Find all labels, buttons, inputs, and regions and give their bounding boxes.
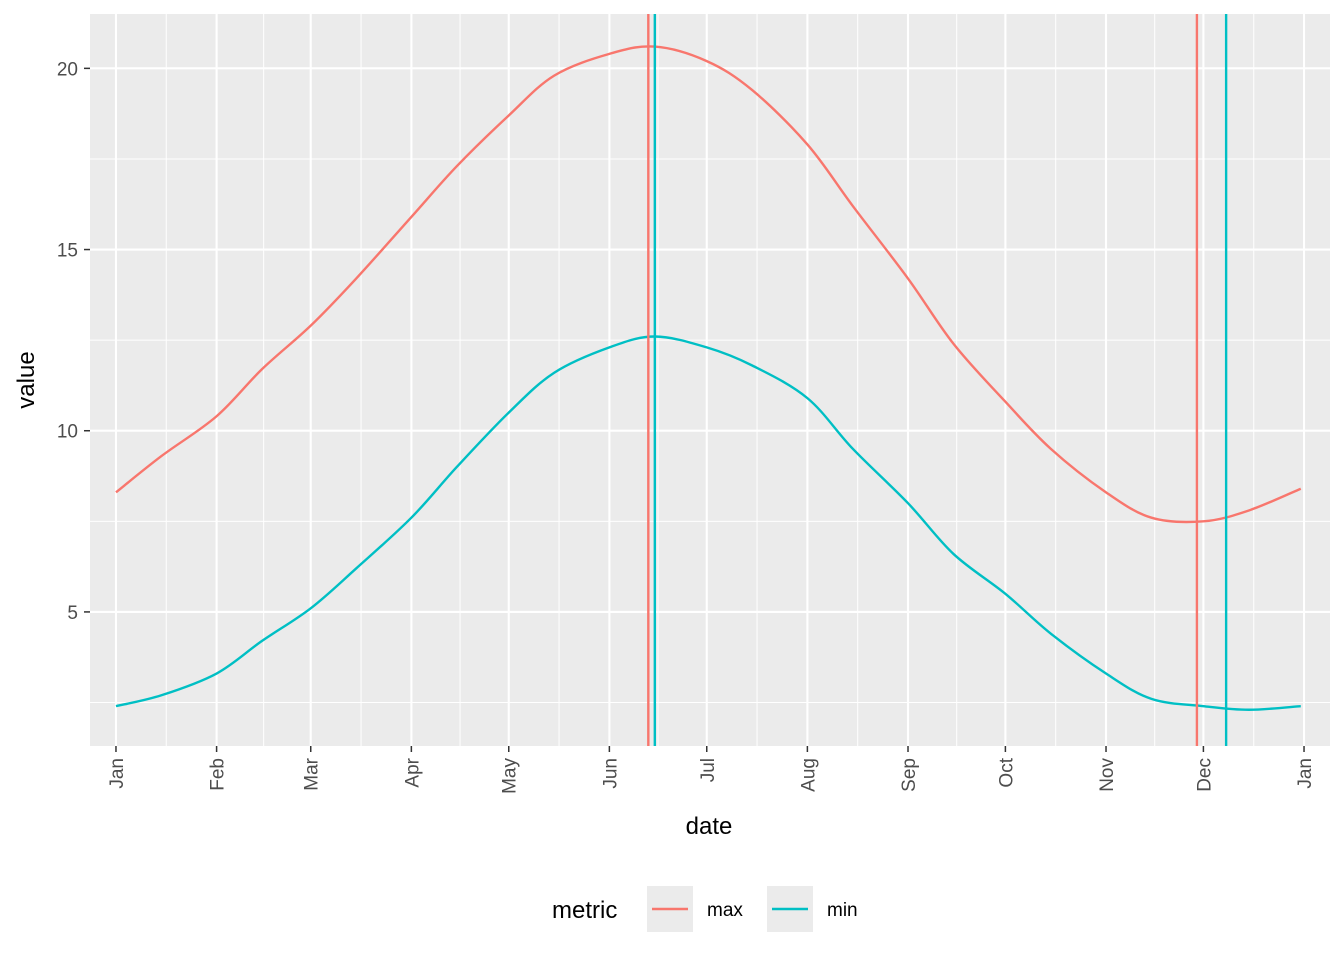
series-line-max — [115, 45, 1302, 524]
x-tick-label: Dec — [1194, 758, 1215, 792]
x-tick-label: May — [500, 758, 521, 794]
x-tick-label: Jan — [107, 758, 128, 789]
legend-title: metric — [552, 897, 617, 924]
x-tick-label: Feb — [208, 758, 229, 791]
grid-layer — [90, 14, 1330, 746]
series-line-min — [115, 335, 1301, 711]
x-tick-label: Aug — [798, 758, 819, 792]
x-tick-label: Sep — [899, 758, 920, 792]
data-layer — [115, 14, 1302, 746]
legend-label-min: min — [827, 900, 858, 921]
legend-item-min: min — [767, 886, 858, 932]
x-axis-title: date — [686, 813, 733, 840]
x-tick-label: Jun — [600, 758, 621, 789]
legend-item-max: max — [647, 886, 743, 932]
legend: metric max min — [552, 886, 858, 932]
y-tick-label: 20 — [57, 59, 78, 80]
x-tick-label: Mar — [302, 757, 323, 790]
y-tick-label: 5 — [67, 603, 78, 624]
x-tick-label: Jan — [1295, 758, 1316, 789]
legend-label-max: max — [707, 900, 743, 921]
x-tick-label: Nov — [1097, 758, 1118, 792]
plot-panel — [90, 14, 1330, 746]
x-tick-label: Jul — [698, 758, 719, 782]
x-tick-label: Oct — [996, 757, 1017, 787]
axis-layer: 5 10 15 20 Jan Feb Mar Apr May Jun Jul Aug Sep Oct Nov… — [57, 59, 1316, 794]
x-tick-label: Apr — [402, 757, 423, 787]
y-tick-label: 10 — [57, 422, 78, 443]
y-tick-label: 15 — [57, 241, 78, 262]
y-axis-title: value — [13, 351, 40, 408]
